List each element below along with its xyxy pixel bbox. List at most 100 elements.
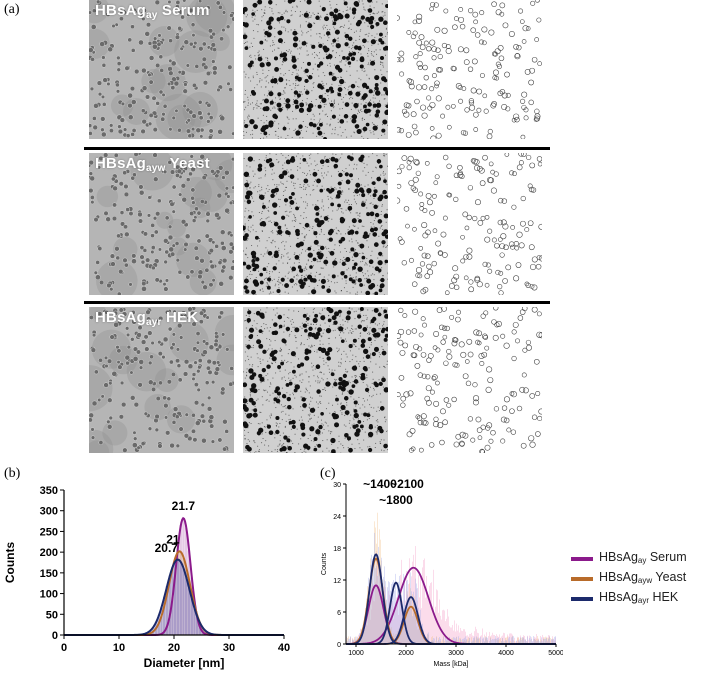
histogram-bar	[400, 625, 401, 644]
histogram-bar	[376, 565, 377, 644]
histogram-bar	[463, 629, 464, 644]
histogram-bar	[390, 590, 391, 644]
histogram-bar	[542, 634, 543, 644]
y-tick-label: 200	[40, 547, 58, 559]
histogram-bar	[506, 637, 507, 644]
histogram-bar	[501, 641, 502, 644]
histogram-bar	[487, 640, 488, 644]
histogram-bar	[493, 639, 494, 644]
histogram-bar	[435, 640, 436, 644]
histogram-bar	[419, 615, 420, 644]
histogram-bar	[348, 636, 349, 644]
histogram-bar	[486, 636, 487, 644]
histogram-bar	[469, 633, 470, 644]
processed-image-yeast	[243, 153, 388, 295]
histogram-bar	[433, 640, 434, 644]
histogram-bar	[462, 631, 463, 644]
histogram-bar	[509, 641, 510, 644]
histogram-bar	[455, 631, 456, 644]
histogram-bar	[372, 559, 373, 644]
histogram-bar	[363, 626, 364, 644]
histogram-bar	[472, 640, 473, 644]
histogram-bar	[474, 638, 475, 644]
histogram-bar	[480, 635, 481, 644]
histogram-bar	[442, 610, 443, 644]
histogram-bar	[519, 641, 520, 644]
histogram-bar	[423, 559, 424, 644]
histogram-bar	[549, 635, 550, 644]
histogram-bar	[368, 612, 369, 644]
histogram-bar	[444, 610, 445, 644]
histogram-bar	[453, 641, 454, 644]
histogram-bar	[411, 591, 412, 644]
histogram-bar	[515, 641, 516, 644]
histogram-bar	[448, 639, 449, 644]
histogram-bar	[505, 637, 506, 644]
particle-texture	[89, 307, 234, 453]
x-tick-label: 40	[278, 642, 290, 654]
histogram-bar	[350, 636, 351, 644]
histogram-bar	[512, 636, 513, 644]
histogram-bar	[533, 639, 534, 644]
histogram-bar	[508, 636, 509, 644]
histogram-bar	[435, 606, 436, 644]
histogram-bar	[373, 600, 374, 644]
histogram-bar	[516, 640, 517, 644]
y-tick-label: 12	[333, 578, 341, 585]
histogram-bar	[450, 639, 451, 644]
histogram-bar	[436, 589, 437, 644]
histogram-bar	[443, 609, 444, 644]
histogram-bar	[535, 639, 536, 644]
histogram-bar	[484, 641, 485, 644]
histogram-bar	[495, 638, 496, 644]
histogram-bar	[367, 625, 368, 644]
histogram-bar	[394, 590, 395, 644]
x-tick-label: 4000	[498, 650, 514, 657]
histogram-bar	[544, 638, 545, 644]
legend-swatch-yeast	[571, 577, 593, 581]
histogram-bar	[542, 641, 543, 644]
histogram-bar	[496, 638, 497, 644]
histogram-bar	[428, 634, 429, 644]
histogram-bars	[346, 512, 556, 644]
particle-texture	[243, 153, 388, 295]
histogram-bar	[396, 603, 397, 644]
processed-image-serum	[243, 0, 388, 139]
histogram-bar	[533, 636, 534, 644]
histogram-bar	[407, 594, 408, 644]
row-title-hek: HBsAgayr HEK	[95, 309, 199, 328]
histogram-bar	[469, 638, 470, 644]
histogram-bar	[422, 567, 423, 644]
histogram-bar	[555, 636, 556, 644]
histogram-bar	[468, 637, 469, 644]
histogram-bar	[432, 611, 433, 644]
histogram-bar	[553, 639, 554, 644]
histogram-bar	[511, 633, 512, 644]
histogram-bar	[527, 641, 528, 644]
histogram-bar	[500, 637, 501, 644]
histogram-bar	[464, 640, 465, 644]
histogram-bar	[375, 582, 376, 644]
histogram-bar	[432, 636, 433, 644]
histogram-bar	[356, 636, 357, 644]
histogram-bar	[476, 636, 477, 644]
histogram-bar	[480, 637, 481, 644]
histogram-bar	[380, 581, 381, 644]
histogram-bar	[353, 640, 354, 644]
histogram-bar	[497, 635, 498, 644]
histogram-bar	[204, 630, 207, 635]
histogram-bar	[554, 636, 555, 644]
histogram-bar	[421, 629, 422, 644]
histogram-bar	[431, 582, 432, 644]
histogram-bar	[471, 632, 472, 644]
histogram-bar	[551, 639, 552, 644]
histogram-bar	[502, 637, 503, 644]
histogram-bar	[464, 629, 465, 644]
peak-annotation: 20.7	[155, 541, 179, 555]
histogram-bar	[479, 638, 480, 644]
histogram-bar	[482, 641, 483, 644]
histogram-bar	[389, 594, 390, 644]
histogram-bar	[410, 588, 411, 644]
histogram-bar	[465, 636, 466, 644]
histogram-bar	[360, 637, 361, 644]
